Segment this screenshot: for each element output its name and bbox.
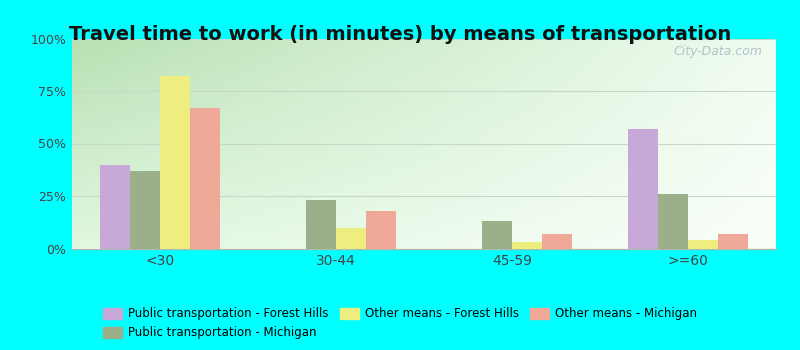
Text: City-Data.com: City-Data.com bbox=[673, 45, 762, 58]
Bar bbox=[718, 234, 748, 248]
Bar bbox=[482, 221, 512, 248]
Text: Travel time to work (in minutes) by means of transportation: Travel time to work (in minutes) by mean… bbox=[69, 25, 731, 43]
Legend: Public transportation - Forest Hills, Public transportation - Michigan, Other me: Public transportation - Forest Hills, Pu… bbox=[98, 303, 702, 344]
Bar bbox=[512, 242, 542, 248]
Bar bbox=[100, 164, 130, 248]
Bar bbox=[366, 211, 396, 248]
Bar bbox=[160, 76, 190, 248]
Bar bbox=[306, 200, 336, 248]
Bar bbox=[658, 194, 688, 248]
Bar bbox=[130, 171, 160, 248]
Bar bbox=[688, 240, 718, 248]
Bar bbox=[190, 108, 220, 248]
Bar bbox=[542, 234, 572, 248]
Bar bbox=[628, 129, 658, 248]
Bar bbox=[336, 228, 366, 248]
